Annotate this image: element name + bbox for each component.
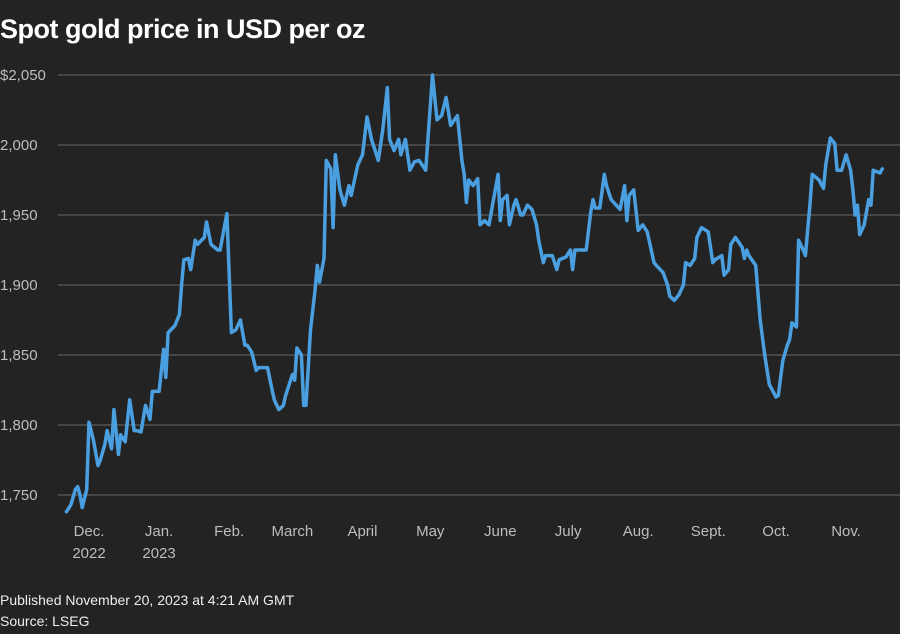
y-tick-label: $2,050 <box>0 67 46 84</box>
x-tick-label: Oct. <box>762 523 790 540</box>
x-tick-label: April <box>347 523 377 540</box>
x-tick-label: Nov. <box>831 523 861 540</box>
line-chart: $2,050 2,000 1,950 1,900 1,850 1,800 1,750 Dec.… <box>0 67 900 562</box>
chart-title: Spot gold price in USD per oz <box>0 14 366 44</box>
x-tick-label: Dec. <box>74 523 105 540</box>
y-tick-label: 1,750 <box>0 487 38 504</box>
x-tick-label: Aug. <box>623 523 654 540</box>
x-tick-label: March <box>272 523 314 540</box>
y-tick-label: 1,850 <box>0 347 38 364</box>
x-tick-label: Feb. <box>214 523 244 540</box>
x-tick-label: May <box>416 523 445 540</box>
x-tick-label: Sept. <box>691 523 726 540</box>
x-tick-label: July <box>555 523 582 540</box>
gold-price-line <box>64 73 885 514</box>
x-tick-year-label: 2022 <box>72 545 105 562</box>
x-tick-year-label: 2023 <box>142 545 175 562</box>
x-tick-label: Jan. <box>145 523 173 540</box>
y-tick-label: 2,000 <box>0 137 38 154</box>
x-tick-label: June <box>484 523 517 540</box>
y-tick-label: 1,800 <box>0 417 38 434</box>
source-credit: Source: LSEG <box>0 613 90 629</box>
y-tick-label: 1,950 <box>0 207 38 224</box>
published-timestamp: Published November 20, 2023 at 4:21 AM G… <box>0 592 295 608</box>
y-tick-label: 1,900 <box>0 277 38 294</box>
